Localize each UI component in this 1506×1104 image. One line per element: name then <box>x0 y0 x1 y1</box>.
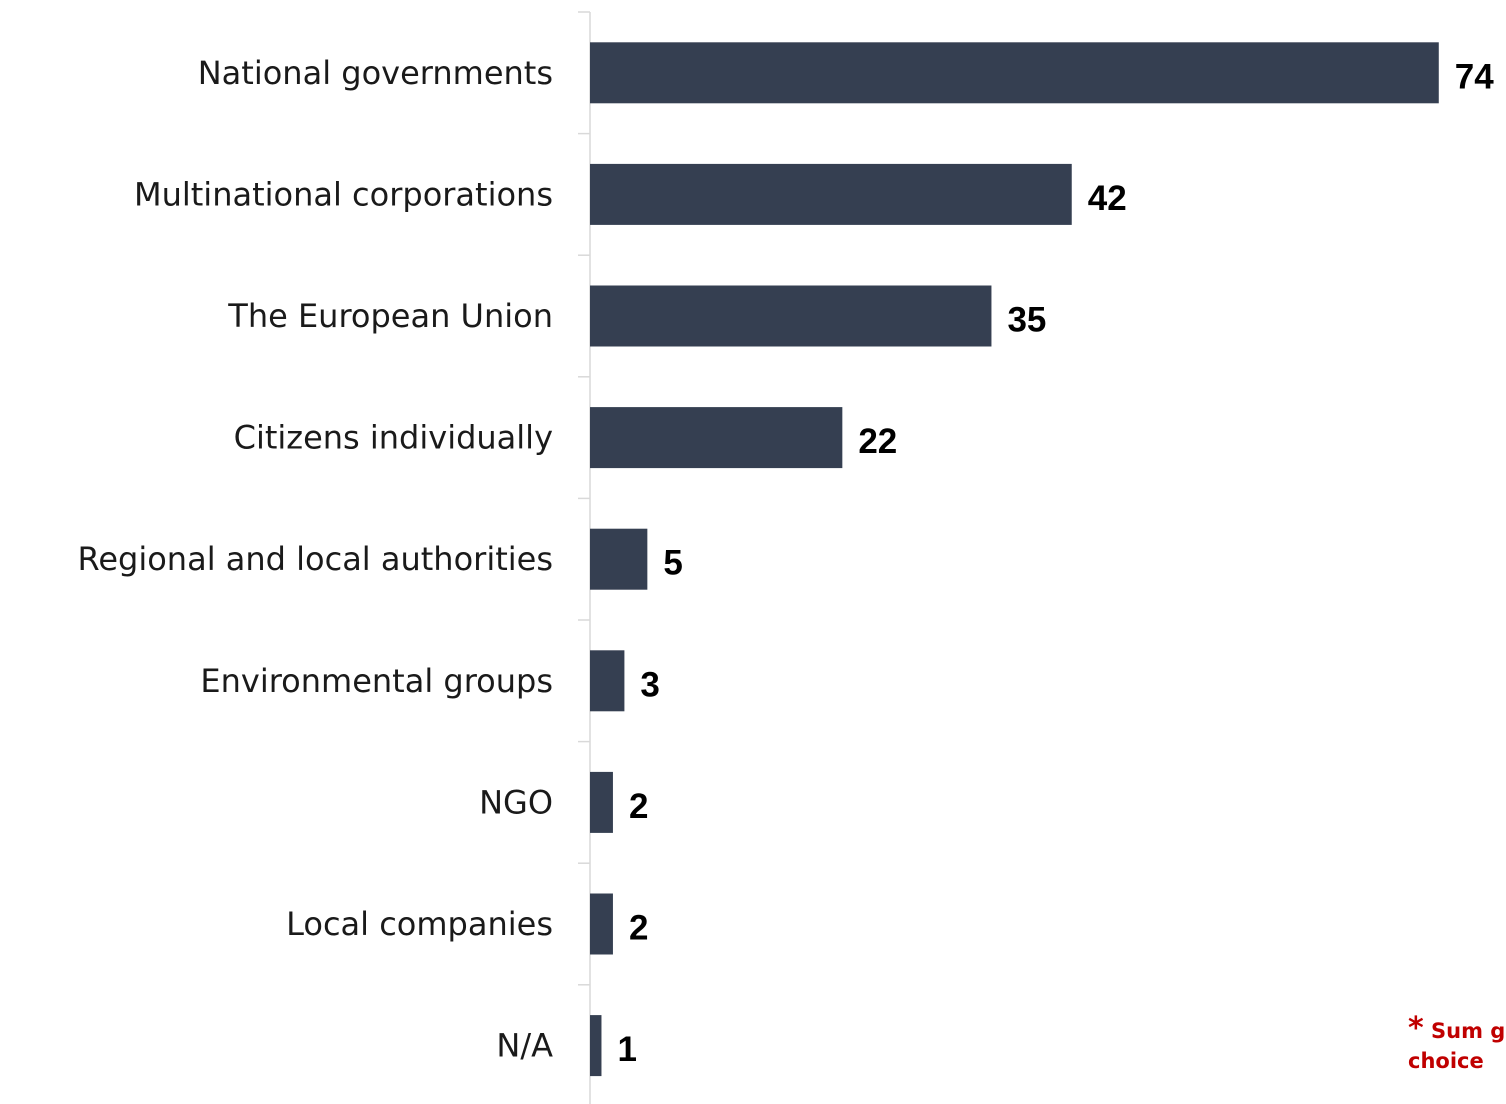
value-label: 5 <box>663 544 682 583</box>
bar <box>590 528 648 590</box>
bar <box>590 893 613 955</box>
footnote-star: * <box>1408 1014 1424 1046</box>
value-label: 42 <box>1088 179 1127 218</box>
bar <box>590 163 1072 225</box>
category-axis <box>578 11 591 1104</box>
value-label: 2 <box>629 787 648 826</box>
category-label: N/A <box>496 1027 553 1065</box>
category-label: NGO <box>479 783 553 821</box>
value-label: 74 <box>1455 57 1494 96</box>
category-labels: National governments Multinational corpor… <box>78 54 554 1065</box>
bar <box>590 650 625 712</box>
category-label: The European Union <box>227 297 553 335</box>
footnote-line-1: Sum g <box>1431 1019 1506 1043</box>
category-label: National governments <box>198 54 553 92</box>
bar <box>590 407 843 469</box>
category-label: Local companies <box>286 905 553 943</box>
bar <box>590 771 613 833</box>
bar <box>590 1015 602 1077</box>
footnote-line-2: choice <box>1408 1049 1484 1073</box>
value-label: 1 <box>617 1030 636 1069</box>
bar <box>590 42 1439 104</box>
category-label: Regional and local authorities <box>78 540 553 578</box>
category-label: Multinational corporations <box>134 175 553 213</box>
footnote: * Sum g choice <box>1408 1014 1506 1104</box>
value-label: 2 <box>629 909 648 948</box>
category-label: Environmental groups <box>200 662 553 700</box>
value-label: 35 <box>1007 301 1046 340</box>
value-label: 22 <box>858 422 897 461</box>
bars <box>590 42 1439 1077</box>
bar <box>590 285 992 347</box>
category-label: Citizens individually <box>234 419 553 457</box>
value-label: 3 <box>640 665 659 704</box>
